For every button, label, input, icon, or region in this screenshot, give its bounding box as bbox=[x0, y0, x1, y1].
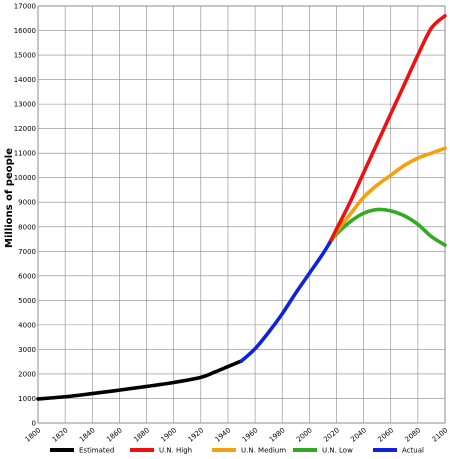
x-axis-ticks: 1800 1820 1840 1860 1880 1900 1920 1940 1960 1980… bbox=[24, 426, 450, 444]
series-line-u-n-high bbox=[327, 14, 447, 245]
x-tick-label: 2100 bbox=[431, 426, 450, 444]
x-tick-label: 1940 bbox=[214, 426, 233, 444]
grid-layer bbox=[37, 5, 446, 424]
x-tick-label: 1880 bbox=[132, 426, 151, 444]
y-tick-label: 12000 bbox=[14, 125, 36, 133]
legend-label-u-n-medium: U.N. Medium bbox=[241, 447, 286, 455]
y-tick-label: 8000 bbox=[18, 223, 36, 231]
x-tick-label: 1840 bbox=[78, 426, 97, 444]
y-tick-label: 16000 bbox=[14, 27, 36, 35]
x-tick-label: 2060 bbox=[376, 426, 395, 444]
x-tick-label: 1900 bbox=[159, 426, 178, 444]
y-axis-ticks: 0 1000 2000 3000 4000 5000 6000 7000 8000 9000 100… bbox=[14, 3, 36, 428]
x-tick-label: 2000 bbox=[295, 426, 314, 444]
legend-label-u-n-high: U.N. High bbox=[159, 447, 192, 455]
legend-label-actual: Actual bbox=[402, 447, 424, 455]
x-tick-label: 1920 bbox=[187, 426, 206, 444]
y-tick-label: 9000 bbox=[18, 199, 36, 207]
y-tick-label: 13000 bbox=[14, 101, 36, 109]
legend-label-estimated: Estimated bbox=[79, 447, 114, 455]
legend: Estimated U.N. High U.N. Medium U.N. Low Act… bbox=[50, 447, 424, 455]
y-tick-label: 5000 bbox=[18, 297, 36, 305]
y-tick-label: 2000 bbox=[18, 370, 36, 378]
y-tick-label: 7000 bbox=[18, 248, 36, 256]
y-tick-label: 4000 bbox=[18, 321, 36, 329]
series-line-u-n-medium bbox=[327, 146, 447, 245]
y-tick-label: 10000 bbox=[14, 174, 36, 182]
y-tick-label: 11000 bbox=[14, 150, 36, 158]
x-tick-label: 1860 bbox=[105, 426, 124, 444]
x-tick-label: 1820 bbox=[51, 426, 70, 444]
y-tick-label: 15000 bbox=[14, 52, 36, 60]
y-tick-label: 0 bbox=[32, 420, 36, 428]
series-line-u-n-low bbox=[327, 207, 447, 247]
x-tick-label: 1980 bbox=[268, 426, 287, 444]
series-line-estimated bbox=[36, 359, 244, 401]
y-axis-title: Millions of people bbox=[4, 148, 15, 248]
legend-label-u-n-low: U.N. Low bbox=[322, 447, 353, 455]
series-line-actual bbox=[239, 240, 332, 363]
x-tick-label: 2020 bbox=[322, 426, 341, 444]
series-layer bbox=[36, 14, 447, 401]
x-tick-label: 1960 bbox=[241, 426, 260, 444]
x-tick-label: 2040 bbox=[349, 426, 368, 444]
y-tick-label: 14000 bbox=[14, 76, 36, 84]
y-tick-label: 3000 bbox=[18, 346, 36, 354]
y-tick-label: 1000 bbox=[18, 395, 36, 403]
x-tick-label: 2080 bbox=[404, 426, 423, 444]
y-tick-label: 6000 bbox=[18, 272, 36, 280]
plot-frame bbox=[37, 5, 446, 424]
y-tick-label: 17000 bbox=[14, 3, 36, 11]
x-tick-label: 1800 bbox=[24, 426, 43, 444]
